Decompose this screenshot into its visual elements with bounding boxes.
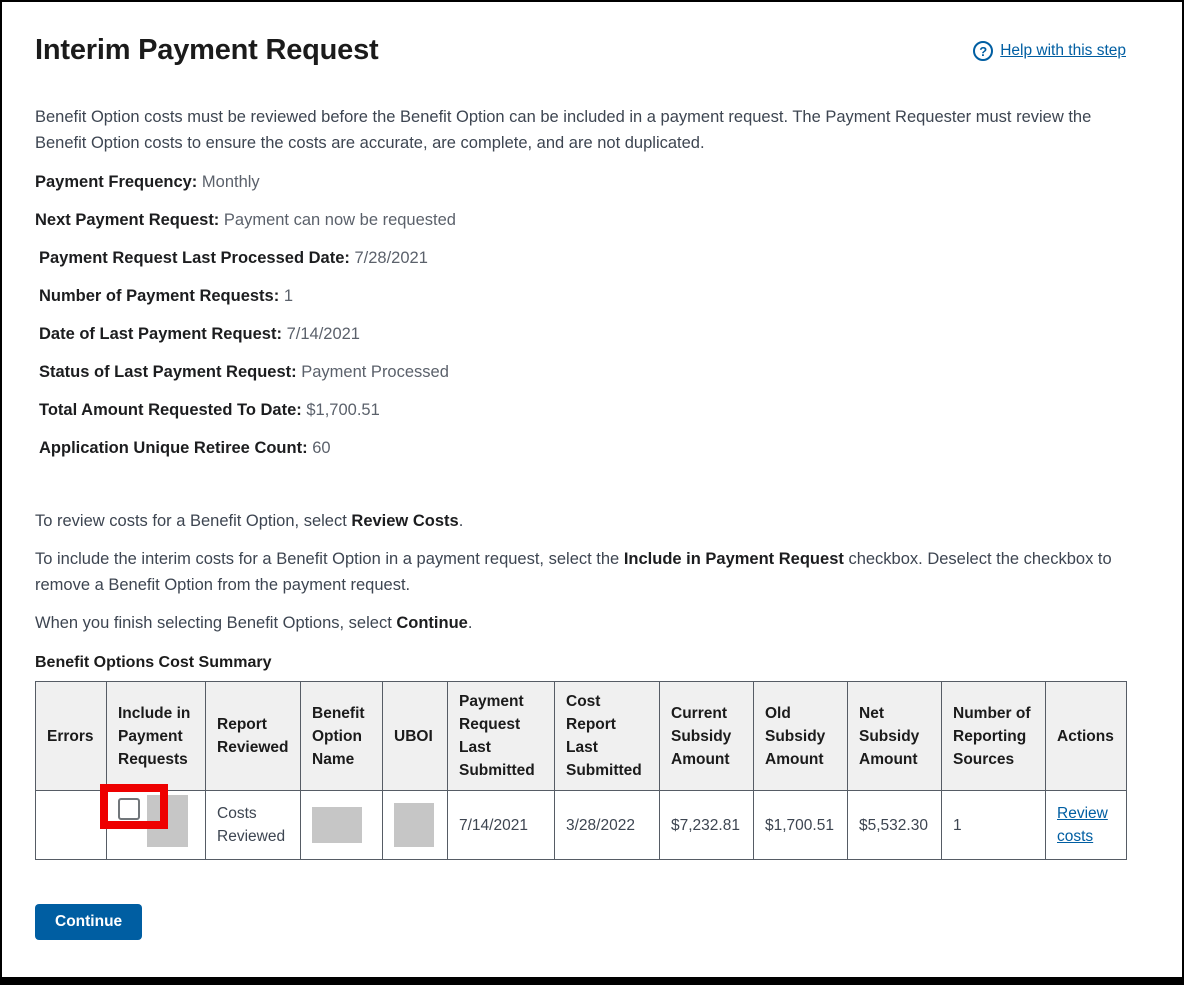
column-header-benefit-option-name: Benefit Option Name bbox=[300, 681, 383, 791]
column-header-errors: Errors bbox=[35, 681, 107, 791]
instruction-review-costs: To review costs for a Benefit Option, se… bbox=[35, 512, 464, 530]
column-header-number-of-reporting-sources: Number of Reporting Sources bbox=[941, 681, 1046, 791]
info-line-date-of-last-request: Date of Last Payment Request: 7/14/2021 bbox=[39, 325, 360, 343]
redacted-box bbox=[312, 807, 362, 843]
page-header: Interim Payment Request ? Help with this… bbox=[35, 32, 1126, 68]
info-line-total-amount-requested: Total Amount Requested To Date: $1,700.5… bbox=[39, 401, 380, 419]
column-header-actions: Actions bbox=[1045, 681, 1127, 791]
info-line-unique-retiree-count: Application Unique Retiree Count: 60 bbox=[39, 439, 331, 457]
include-in-payment-request-checkbox[interactable] bbox=[118, 798, 140, 820]
info-line-last-processed-date: Payment Request Last Processed Date: 7/2… bbox=[39, 249, 428, 267]
benefit-options-cost-summary-table: Errors Include in Payment Requests Repor… bbox=[35, 681, 1127, 860]
table-header-row: Errors Include in Payment Requests Repor… bbox=[35, 681, 1127, 791]
column-header-report-reviewed: Report Reviewed bbox=[205, 681, 301, 791]
continue-button[interactable]: Continue bbox=[35, 904, 143, 940]
cell-number-of-reporting-sources: 1 bbox=[941, 790, 1046, 860]
help-link-label: Help with this step bbox=[1000, 42, 1126, 59]
table-row: Costs Reviewed 7/14/2021 3/28/2022 $7,23… bbox=[35, 784, 1127, 860]
table-caption: Benefit Options Cost Summary bbox=[35, 654, 272, 671]
cell-actions: Review costs bbox=[1045, 790, 1127, 860]
redacted-box bbox=[394, 803, 434, 847]
help-with-this-step-link[interactable]: ? Help with this step bbox=[973, 41, 1126, 61]
info-line-status-of-last-request: Status of Last Payment Request: Payment … bbox=[39, 363, 449, 381]
cell-report-reviewed: Costs Reviewed bbox=[205, 790, 301, 860]
cell-benefit-option-name bbox=[300, 790, 383, 860]
review-costs-link[interactable]: Review costs bbox=[1057, 805, 1108, 845]
cell-uboi bbox=[382, 790, 448, 860]
column-header-net-subsidy-amount: Net Subsidy Amount bbox=[847, 681, 942, 791]
cell-payment-request-last-submitted: 7/14/2021 bbox=[447, 790, 555, 860]
cell-net-subsidy-amount: $5,532.30 bbox=[847, 790, 942, 860]
instruction-continue: When you finish selecting Benefit Option… bbox=[35, 614, 473, 632]
instruction-include-checkbox: To include the interim costs for a Benef… bbox=[35, 550, 1112, 594]
column-header-include-in-payment-requests: Include in Payment Requests bbox=[106, 681, 206, 791]
info-line-number-of-requests: Number of Payment Requests: 1 bbox=[39, 287, 293, 305]
cell-errors bbox=[35, 790, 107, 860]
payment-summary-list: Payment Frequency: Monthly Next Payment … bbox=[35, 171, 1126, 460]
cell-cost-report-last-submitted: 3/28/2022 bbox=[554, 790, 660, 860]
info-line-next-payment-request: Next Payment Request: Payment can now be… bbox=[35, 211, 456, 229]
column-header-uboi: UBOI bbox=[382, 681, 448, 791]
column-header-payment-request-last-submitted: Payment Request Last Submitted bbox=[447, 681, 555, 791]
column-header-current-subsidy-amount: Current Subsidy Amount bbox=[659, 681, 754, 791]
cell-include-in-payment-requests bbox=[100, 784, 206, 860]
column-header-cost-report-last-submitted: Cost Report Last Submitted bbox=[554, 681, 660, 791]
column-header-old-subsidy-amount: Old Subsidy Amount bbox=[753, 681, 848, 791]
cell-old-subsidy-amount: $1,700.51 bbox=[753, 790, 848, 860]
intro-paragraph: Benefit Option costs must be reviewed be… bbox=[35, 108, 1092, 152]
redacted-box bbox=[147, 795, 188, 847]
question-circle-icon: ? bbox=[973, 41, 994, 61]
info-line-payment-frequency: Payment Frequency: Monthly bbox=[35, 173, 260, 191]
page-title: Interim Payment Request bbox=[35, 34, 379, 66]
cell-current-subsidy-amount: $7,232.81 bbox=[659, 790, 754, 860]
page-content: Interim Payment Request ? Help with this… bbox=[2, 2, 1182, 940]
